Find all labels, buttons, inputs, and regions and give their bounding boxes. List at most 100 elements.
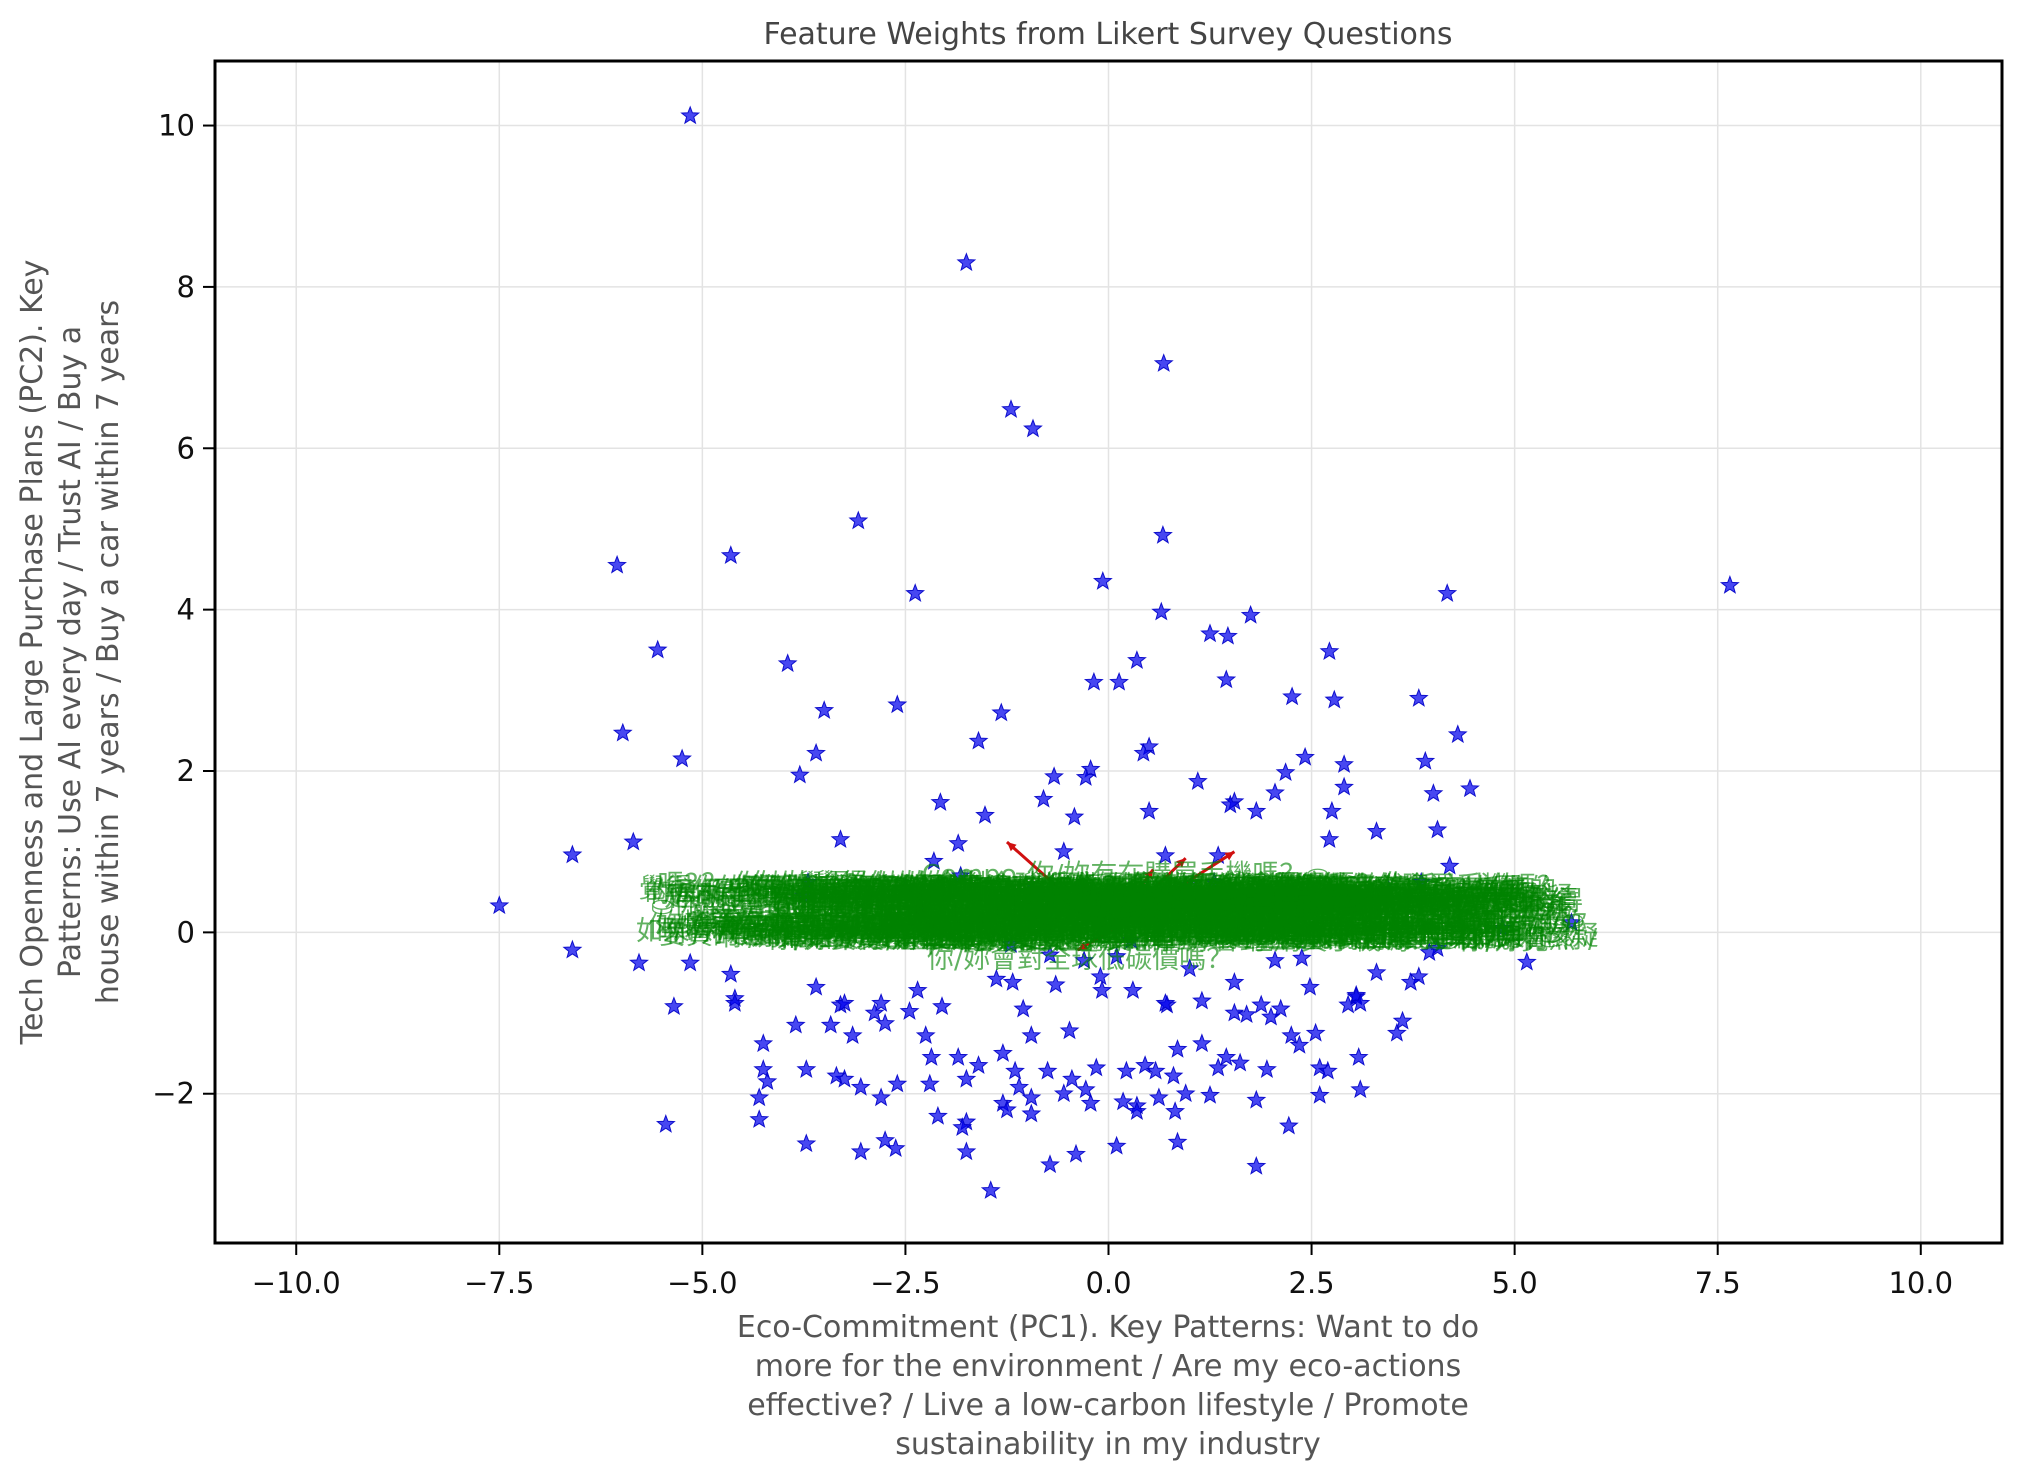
feature-label-fragment: 你/妳有在購買手機嗎？⛀ [665, 918, 967, 949]
data-point [1319, 641, 1340, 661]
feature-label-fragment: 果你/妳懷疑你/妳要買的 [991, 894, 1279, 925]
data-point [1217, 625, 1238, 645]
feature-label-fragment: 機嗎？⛀你/妳覺得你/妳 [1247, 877, 1531, 908]
data-point [623, 831, 644, 851]
feature-label-fragment: 有在購買手機嗎？⛀你/妳 [887, 875, 1189, 906]
data-point [1148, 1087, 1169, 1107]
feature-label-fragment: ，你/妳仍然會買它嗎？你 [1173, 890, 1479, 921]
data-point [1246, 800, 1267, 820]
y-axis-label: Tech Openness and Large Purchase Plans (… [15, 260, 126, 1046]
data-point [1001, 934, 1021, 953]
data-point [1139, 800, 1160, 820]
feature-label-fragment: ⛀你/妳覺得你/妳的生活 [1195, 923, 1479, 954]
feature-label-fragment: po你/妳有在購買手機嗎 [1070, 918, 1356, 949]
feature-label-fragment: 不是永續生產、採摘的，你 [1248, 903, 1572, 934]
feature-label-fragment: 然會買它嗎？你/妳會對全 [1029, 918, 1335, 949]
feature-label-fragment: ⛀你/妳覺得你/妳的生活 [651, 891, 935, 922]
feature-label-fragment: 品是不是永續生產、採摘的 [1117, 898, 1441, 929]
feature-label-fragment: ？如果你/妳懷疑你/妳要 [749, 922, 1037, 953]
feature-label-fragment: 買它嗎？你/妳會對全球低 [927, 898, 1233, 929]
feature-label-fragment: 嗎？⛀你/妳覺得你/妳的 [1127, 902, 1411, 933]
feature-label-fragment: 、採摘的，你/妳仍然會買 [775, 912, 1081, 943]
data-point [834, 992, 855, 1012]
feature-label-fragment: 摘的，你/妳仍然會買它嗎 [1216, 919, 1522, 950]
feature-label-fragment: 你/妳要買的產品是不是永 [1173, 887, 1479, 918]
feature-label-fragment: /妳仍然會買它嗎？你/妳 [1014, 884, 1302, 915]
feature-label-fragment: mpo你/妳有在購買手機 [1275, 908, 1560, 939]
feature-label-fragment: 手機嗎？⛀你/妳覺得你/ [1273, 886, 1558, 917]
data-point [1109, 671, 1129, 691]
data-point [1295, 746, 1315, 766]
data-point [956, 1068, 977, 1088]
data-point [1400, 971, 1421, 991]
data-point [1066, 1143, 1086, 1163]
data-point [1192, 1033, 1212, 1053]
data-point [1175, 875, 1196, 895]
data-point [757, 1071, 778, 1091]
feature-label-fragment: 仍然會買它嗎？你/妳會對 [1019, 874, 1325, 905]
data-point [1013, 998, 1034, 1018]
data-point [1153, 524, 1173, 544]
feature-label-fragment: 然會買它嗎？你/妳會對全 [1089, 899, 1395, 930]
data-point [1009, 1076, 1030, 1096]
data-point [1165, 1101, 1186, 1120]
feature-label-fragment: 你/妳要買的產品是不是永 [1042, 913, 1348, 944]
data-point [1317, 1060, 1338, 1080]
data-point [1053, 841, 1074, 861]
x-tick-label: −2.5 [870, 1266, 940, 1300]
feature-label-fragment: 是永續生產、採摘的，你/ [964, 893, 1271, 924]
data-point [1106, 1135, 1127, 1155]
data-point [1270, 998, 1291, 1018]
data-point [968, 730, 989, 750]
feature-label-fragment: 嗎？⛀你/妳覺得你/妳的 [1219, 879, 1503, 910]
data-point [1350, 992, 1371, 1012]
feature-label-fragment: 你/妳仍然會買它嗎？你/ [649, 878, 938, 909]
data-point [1045, 974, 1066, 994]
feature-label-fragment: 妳要買的產品是不是永續生 [1113, 896, 1437, 927]
feature-label-fragment: 是不是永續生產、採摘的， [891, 924, 1215, 955]
feature-label-fragment: 你/妳有在購買手機嗎？⛀ [648, 911, 950, 942]
arrow-head [1144, 869, 1154, 880]
data-point [895, 877, 916, 897]
feature-label: 你/妳有在購買手機嗎？⛀ [1027, 859, 1329, 890]
data-point [991, 702, 1012, 722]
data-point [806, 742, 826, 762]
feature-label: Compo [922, 859, 1017, 890]
feature-label-fragment: 續生產、採摘的，你/妳仍 [855, 883, 1161, 914]
data-point [1224, 971, 1245, 991]
feature-label-fragment: 得你/妳的生活方式值得嗎 [1192, 910, 1498, 941]
feature-label-fragment: 在購買手機嗎？⛀你/妳覺 [1247, 925, 1549, 956]
data-point [1342, 897, 1363, 917]
data-point [1208, 845, 1229, 865]
data-point [1439, 855, 1460, 875]
feature-label-fragment: 方式值得嗎？如果你/妳懷 [977, 916, 1283, 947]
feature-label-fragment: 你/妳覺得你/妳的生活方 [900, 897, 1188, 928]
data-point [1293, 901, 1314, 921]
data-point [1070, 877, 1090, 897]
feature-label-fragment: 妳的生活方式值得嗎？如果 [1213, 894, 1537, 925]
x-tick-label: 5.0 [1492, 1266, 1538, 1300]
feature-label-fragment: /妳懷疑你/妳要買的產品 [786, 884, 1074, 915]
data-point [798, 871, 818, 891]
data-point [1204, 871, 1225, 891]
data-point [932, 996, 952, 1016]
data-point [1216, 1046, 1237, 1066]
feature-label-fragment: 然會買它嗎？你/妳會對全 [1055, 876, 1361, 907]
data-point [871, 1087, 891, 1107]
data-point [1427, 819, 1448, 839]
data-point [928, 1105, 948, 1125]
feature-label-fragment: 妳有在購買手機嗎？⛀你/ [1295, 923, 1598, 954]
feature-label-fragment: 如果你/妳懷疑你/妳要買 [1144, 881, 1432, 912]
feature-label-fragment: 買的產品是不是永續生產、 [877, 920, 1201, 951]
loading-arrow [1005, 840, 1110, 934]
data-point [826, 1065, 847, 1085]
arrow-head [1176, 858, 1186, 868]
data-points [489, 105, 1740, 1199]
feature-label-fragment: ，你/妳仍然會買它嗎？你 [1103, 870, 1409, 901]
data-point [919, 1073, 940, 1093]
data-point [749, 1087, 770, 1107]
data-point [992, 1042, 1013, 1062]
feature-label-fragment: mpo你/妳有在購買手機 [1102, 875, 1387, 906]
data-point [1005, 1060, 1025, 1080]
feature-label-fragment: 在購買手機嗎？⛀你/妳覺 [772, 889, 1074, 920]
